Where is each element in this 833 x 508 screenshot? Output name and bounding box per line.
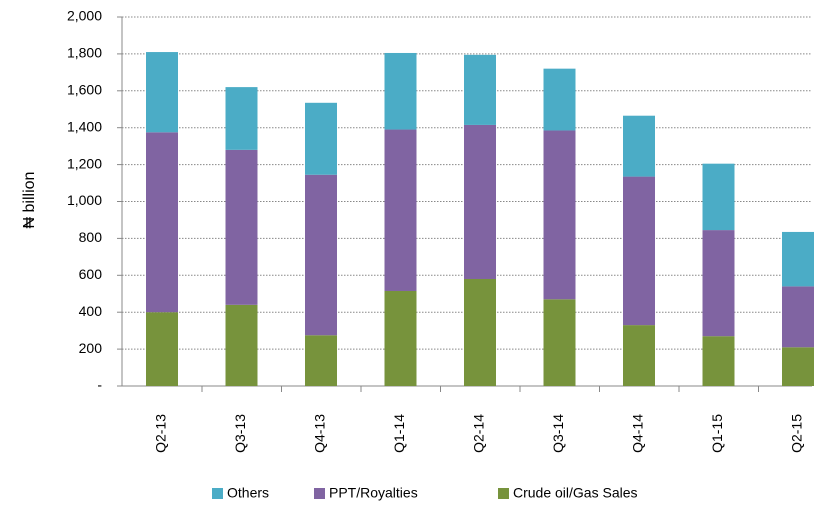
bar-segment xyxy=(384,52,417,130)
legend-swatch xyxy=(212,488,223,499)
x-tick-label: Q2-15 xyxy=(789,414,805,453)
x-tick-label: Q1-15 xyxy=(709,414,725,453)
bar-segment xyxy=(146,312,178,386)
y-tick-label: 600 xyxy=(79,266,103,282)
bar-segment xyxy=(305,335,337,386)
bar-segment xyxy=(543,299,576,386)
bar-segment xyxy=(782,347,814,386)
legend-swatch xyxy=(314,488,325,499)
bar-segment xyxy=(543,130,576,300)
y-tick-label: 1,400 xyxy=(67,118,102,134)
x-tick-label: Q4-13 xyxy=(312,414,328,453)
y-tick-label: - xyxy=(97,377,102,393)
bar-segment xyxy=(305,102,337,175)
x-tick-label: Q3-14 xyxy=(550,414,566,453)
legend-label: Others xyxy=(227,485,269,501)
bar-segment xyxy=(782,286,814,348)
bar-segment xyxy=(225,149,258,305)
bar-segment xyxy=(384,290,417,386)
bar-segment xyxy=(146,132,178,313)
bar-segment xyxy=(702,230,735,337)
bar-segment xyxy=(464,54,496,125)
bar-segment xyxy=(225,87,258,150)
y-tick-label: 1,000 xyxy=(67,192,102,208)
bar-segment xyxy=(623,176,655,326)
y-tick-label: 1,800 xyxy=(67,45,102,61)
bar-segment xyxy=(702,163,735,231)
bar-segment xyxy=(543,68,576,131)
y-axis-label: ₦ billion xyxy=(21,172,38,229)
y-tick-label: 2,000 xyxy=(67,8,102,24)
x-tick-label: Q3-13 xyxy=(232,414,248,453)
bar-segment xyxy=(225,304,258,386)
x-tick-label: Q4-14 xyxy=(630,414,646,453)
legend-swatch xyxy=(498,488,509,499)
bar-segment xyxy=(384,129,417,291)
x-tick-label: Q2-13 xyxy=(153,414,169,453)
y-tick-label: 1,600 xyxy=(67,82,102,98)
y-tick-label: 400 xyxy=(79,303,103,319)
y-tick-label: 800 xyxy=(79,229,103,245)
legend-label: Crude oil/Gas Sales xyxy=(513,485,638,501)
bar-segment xyxy=(623,115,655,177)
bar-segment xyxy=(464,124,496,279)
bar-segment xyxy=(782,231,814,287)
bar-segment xyxy=(702,336,735,386)
bar-segment xyxy=(623,325,655,386)
bar-segment xyxy=(305,174,337,336)
bar-segment xyxy=(146,52,178,133)
x-tick-label: Q2-14 xyxy=(471,414,487,453)
bar-segment xyxy=(464,278,496,386)
y-tick-label: 1,200 xyxy=(67,155,102,171)
y-tick-label: 200 xyxy=(79,340,103,356)
x-tick-label: Q1-14 xyxy=(391,414,407,453)
legend-label: PPT/Royalties xyxy=(329,485,418,501)
